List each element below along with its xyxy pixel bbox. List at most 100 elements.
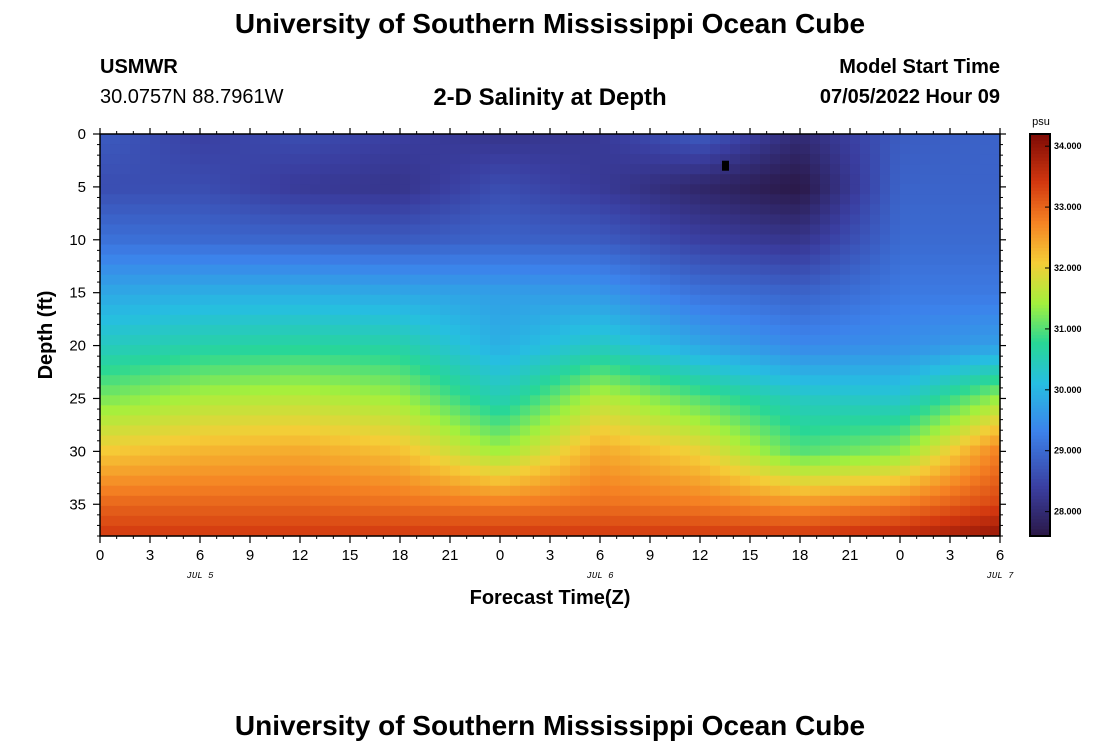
heatmap-cell [310,355,321,366]
heatmap-cell [610,324,621,336]
heatmap-cell [390,274,401,286]
heatmap-cell [730,385,741,396]
heatmap-cell [110,164,121,175]
heatmap-cell [710,224,721,236]
heatmap-cell [160,345,171,356]
heatmap-cell [260,284,271,296]
heatmap-cell [700,324,711,336]
heatmap-cell [740,375,751,386]
heatmap-cell [130,495,141,507]
heatmap-cell [420,144,431,155]
heatmap-cell [920,234,931,246]
heatmap-cell [750,294,761,306]
heatmap-cell [810,214,821,226]
heatmap-cell [640,435,651,447]
heatmap-cell [730,294,741,306]
heatmap-cell [940,335,951,346]
heatmap-cell [470,204,481,215]
heatmap-cell [150,214,161,226]
heatmap-cell [290,465,301,477]
heatmap-cell [790,274,801,286]
heatmap-cell [120,435,131,447]
heatmap-cell [490,274,501,286]
heatmap-cell [510,435,521,447]
heatmap-cell [810,204,821,215]
heatmap-cell [340,495,351,507]
heatmap-cell [530,304,541,316]
heatmap-cell [290,455,301,467]
heatmap-cell [600,505,611,517]
heatmap-cell [930,324,941,336]
heatmap-cell [180,415,191,427]
heatmap-cell [620,515,631,527]
heatmap-cell [700,254,711,266]
heatmap-cell [350,515,361,527]
heatmap-cell [190,445,201,457]
colorbar-segment [1030,495,1050,500]
heatmap-cell [520,455,531,467]
heatmap-cell [130,134,141,145]
heatmap-cell [780,284,791,296]
heatmap-cell [840,214,851,226]
heatmap-cell [670,274,681,286]
heatmap-cell [830,284,841,296]
heatmap-cell [680,144,691,155]
heatmap-cell [450,294,461,306]
heatmap-cell [590,525,601,537]
heatmap-cell [930,515,941,527]
heatmap-cell [880,284,891,296]
heatmap-cell [490,365,501,376]
heatmap-cell [490,184,501,195]
heatmap-cell [790,164,801,175]
heatmap-cell [340,415,351,427]
heatmap-cell [710,375,721,386]
heatmap-cell [870,425,881,437]
heatmap-cell [120,405,131,416]
station-name: USMWR [100,56,178,78]
heatmap-cell [400,525,411,537]
heatmap-cell [400,184,411,195]
heatmap-cell [420,284,431,296]
heatmap-cell [500,174,511,185]
heatmap-cell [560,415,571,427]
heatmap-cell [240,324,251,336]
heatmap-cell [730,465,741,477]
heatmap-cell [520,355,531,366]
heatmap-cell [350,465,361,477]
colorbar-segment [1030,492,1050,497]
heatmap-cell [460,465,471,477]
heatmap-cell [650,475,661,487]
heatmap-cell [550,445,561,457]
heatmap-cell [260,264,271,276]
heatmap-cell [260,455,271,467]
heatmap-cell [570,475,581,487]
heatmap-cell [530,475,541,487]
heatmap-cell [920,224,931,236]
heatmap-cell [380,505,391,517]
heatmap-cell [160,365,171,376]
heatmap-cell [930,264,941,276]
heatmap-cell [530,485,541,497]
heatmap-cell [150,465,161,477]
heatmap-cell [250,365,261,376]
heatmap-cell [790,335,801,346]
heatmap-cell [230,355,241,366]
heatmap-cell [500,515,511,527]
heatmap-cell [490,445,501,457]
heatmap-cell [930,335,941,346]
heatmap-cell [560,264,571,276]
heatmap-cell [670,214,681,226]
heatmap-cell [980,254,991,266]
heatmap-cell [220,284,231,296]
heatmap-cell [430,204,441,215]
heatmap-cell [280,204,291,215]
heatmap-cell [510,395,521,406]
heatmap-cell [930,224,941,236]
heatmap-cell [650,324,661,336]
heatmap-cell [240,355,251,366]
heatmap-cell [170,435,181,447]
heatmap-cell [390,455,401,467]
heatmap-cell [100,345,111,356]
heatmap-cell [610,395,621,406]
heatmap-cell [330,465,341,477]
